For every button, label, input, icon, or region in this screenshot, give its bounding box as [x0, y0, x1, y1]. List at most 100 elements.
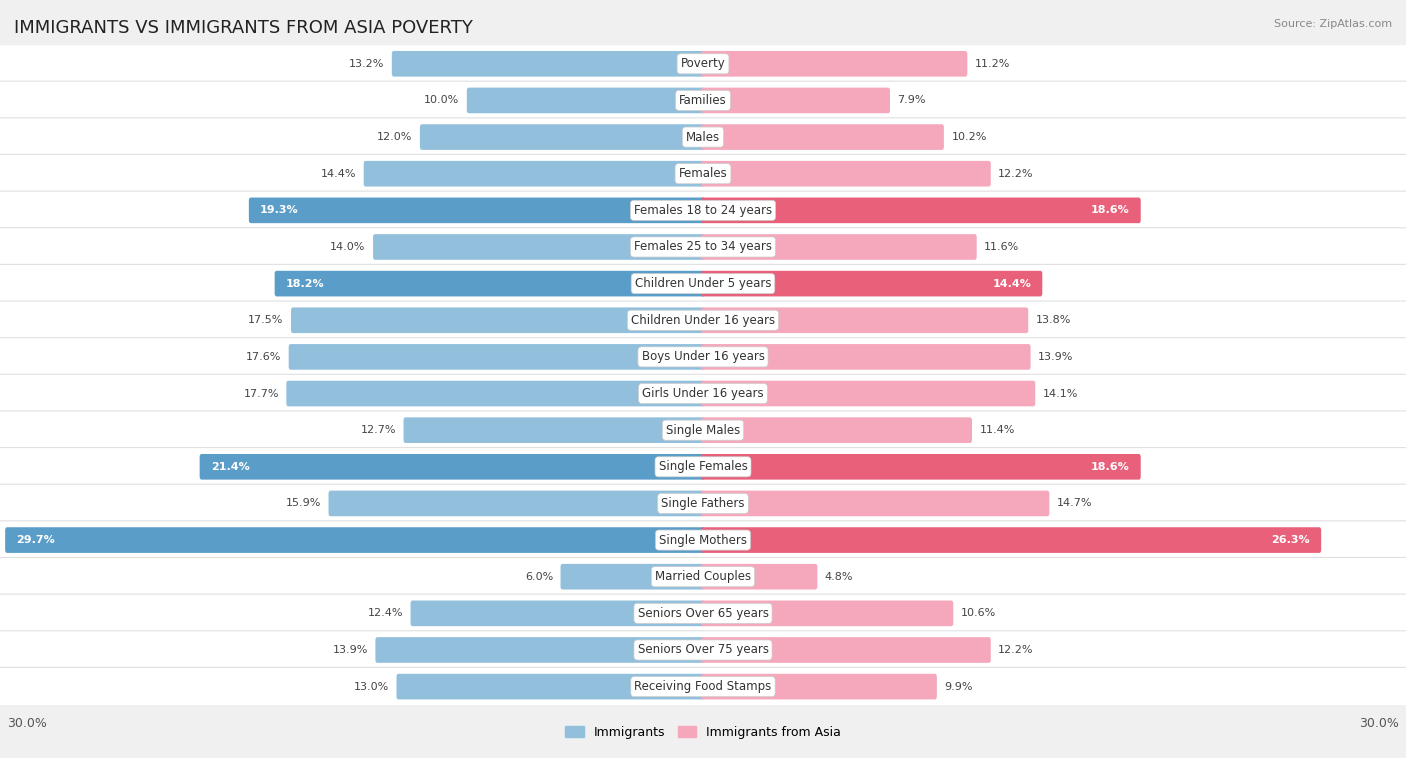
- Text: Source: ZipAtlas.com: Source: ZipAtlas.com: [1274, 19, 1392, 29]
- FancyBboxPatch shape: [329, 490, 704, 516]
- Text: 10.2%: 10.2%: [952, 132, 987, 142]
- Text: Females 18 to 24 years: Females 18 to 24 years: [634, 204, 772, 217]
- Text: 14.4%: 14.4%: [321, 169, 356, 179]
- FancyBboxPatch shape: [702, 344, 1031, 370]
- Text: 18.2%: 18.2%: [285, 279, 325, 289]
- FancyBboxPatch shape: [0, 667, 1406, 706]
- Text: Males: Males: [686, 130, 720, 143]
- FancyBboxPatch shape: [0, 411, 1406, 449]
- Text: 18.6%: 18.6%: [1091, 205, 1129, 215]
- Text: Seniors Over 65 years: Seniors Over 65 years: [637, 607, 769, 620]
- Text: Children Under 16 years: Children Under 16 years: [631, 314, 775, 327]
- FancyBboxPatch shape: [6, 528, 704, 553]
- FancyBboxPatch shape: [702, 271, 1042, 296]
- FancyBboxPatch shape: [702, 418, 972, 443]
- FancyBboxPatch shape: [702, 674, 936, 700]
- Text: Married Couples: Married Couples: [655, 570, 751, 583]
- Text: 30.0%: 30.0%: [1360, 717, 1399, 731]
- FancyBboxPatch shape: [0, 557, 1406, 596]
- FancyBboxPatch shape: [0, 81, 1406, 120]
- FancyBboxPatch shape: [291, 308, 704, 333]
- FancyBboxPatch shape: [0, 265, 1406, 303]
- Text: 19.3%: 19.3%: [260, 205, 298, 215]
- Text: 13.0%: 13.0%: [354, 681, 389, 691]
- Text: Children Under 5 years: Children Under 5 years: [634, 277, 772, 290]
- FancyBboxPatch shape: [702, 454, 1140, 480]
- Text: Single Females: Single Females: [658, 460, 748, 473]
- Text: 12.2%: 12.2%: [998, 645, 1033, 655]
- FancyBboxPatch shape: [702, 88, 890, 113]
- Text: Receiving Food Stamps: Receiving Food Stamps: [634, 680, 772, 693]
- FancyBboxPatch shape: [404, 418, 704, 443]
- Text: 9.9%: 9.9%: [945, 681, 973, 691]
- FancyBboxPatch shape: [249, 198, 704, 223]
- FancyBboxPatch shape: [200, 454, 704, 480]
- FancyBboxPatch shape: [287, 381, 704, 406]
- FancyBboxPatch shape: [702, 564, 817, 590]
- Text: 13.9%: 13.9%: [333, 645, 368, 655]
- Text: 11.4%: 11.4%: [980, 425, 1015, 435]
- Text: 14.0%: 14.0%: [330, 242, 366, 252]
- FancyBboxPatch shape: [702, 51, 967, 77]
- FancyBboxPatch shape: [702, 381, 1035, 406]
- FancyBboxPatch shape: [702, 234, 977, 260]
- FancyBboxPatch shape: [0, 155, 1406, 193]
- FancyBboxPatch shape: [396, 674, 704, 700]
- FancyBboxPatch shape: [0, 337, 1406, 376]
- Text: 17.7%: 17.7%: [243, 389, 278, 399]
- Text: IMMIGRANTS VS IMMIGRANTS FROM ASIA POVERTY: IMMIGRANTS VS IMMIGRANTS FROM ASIA POVER…: [14, 19, 472, 37]
- FancyBboxPatch shape: [375, 637, 704, 662]
- Text: 10.0%: 10.0%: [425, 96, 460, 105]
- Text: Females 25 to 34 years: Females 25 to 34 years: [634, 240, 772, 253]
- Text: Poverty: Poverty: [681, 58, 725, 70]
- Text: 13.8%: 13.8%: [1036, 315, 1071, 325]
- FancyBboxPatch shape: [411, 600, 704, 626]
- Text: 4.8%: 4.8%: [825, 572, 853, 581]
- FancyBboxPatch shape: [0, 301, 1406, 340]
- Text: Boys Under 16 years: Boys Under 16 years: [641, 350, 765, 363]
- Text: Single Fathers: Single Fathers: [661, 497, 745, 510]
- FancyBboxPatch shape: [373, 234, 704, 260]
- FancyBboxPatch shape: [702, 600, 953, 626]
- FancyBboxPatch shape: [0, 227, 1406, 266]
- FancyBboxPatch shape: [0, 191, 1406, 230]
- Text: Families: Families: [679, 94, 727, 107]
- FancyBboxPatch shape: [467, 88, 704, 113]
- Text: Females: Females: [679, 168, 727, 180]
- Text: 18.6%: 18.6%: [1091, 462, 1129, 471]
- Text: Seniors Over 75 years: Seniors Over 75 years: [637, 644, 769, 656]
- Text: 12.7%: 12.7%: [360, 425, 396, 435]
- FancyBboxPatch shape: [392, 51, 704, 77]
- Text: Single Mothers: Single Mothers: [659, 534, 747, 547]
- Text: 12.0%: 12.0%: [377, 132, 412, 142]
- FancyBboxPatch shape: [274, 271, 704, 296]
- Text: 17.6%: 17.6%: [246, 352, 281, 362]
- FancyBboxPatch shape: [0, 521, 1406, 559]
- Text: Single Males: Single Males: [666, 424, 740, 437]
- Text: 17.5%: 17.5%: [249, 315, 284, 325]
- Text: Girls Under 16 years: Girls Under 16 years: [643, 387, 763, 400]
- FancyBboxPatch shape: [702, 124, 943, 150]
- FancyBboxPatch shape: [702, 308, 1028, 333]
- Text: 7.9%: 7.9%: [897, 96, 927, 105]
- Text: 13.2%: 13.2%: [349, 59, 384, 69]
- Text: 13.9%: 13.9%: [1038, 352, 1073, 362]
- Text: 14.7%: 14.7%: [1057, 499, 1092, 509]
- FancyBboxPatch shape: [561, 564, 704, 590]
- FancyBboxPatch shape: [702, 198, 1140, 223]
- Text: 12.4%: 12.4%: [367, 609, 404, 619]
- Text: 30.0%: 30.0%: [7, 717, 46, 731]
- Text: 12.2%: 12.2%: [998, 169, 1033, 179]
- FancyBboxPatch shape: [0, 447, 1406, 486]
- FancyBboxPatch shape: [702, 490, 1049, 516]
- FancyBboxPatch shape: [702, 637, 991, 662]
- Text: 26.3%: 26.3%: [1271, 535, 1310, 545]
- Text: 15.9%: 15.9%: [285, 499, 321, 509]
- FancyBboxPatch shape: [364, 161, 704, 186]
- Text: 29.7%: 29.7%: [17, 535, 55, 545]
- FancyBboxPatch shape: [702, 161, 991, 186]
- FancyBboxPatch shape: [288, 344, 704, 370]
- Text: 11.6%: 11.6%: [984, 242, 1019, 252]
- Legend: Immigrants, Immigrants from Asia: Immigrants, Immigrants from Asia: [560, 721, 846, 744]
- FancyBboxPatch shape: [0, 631, 1406, 669]
